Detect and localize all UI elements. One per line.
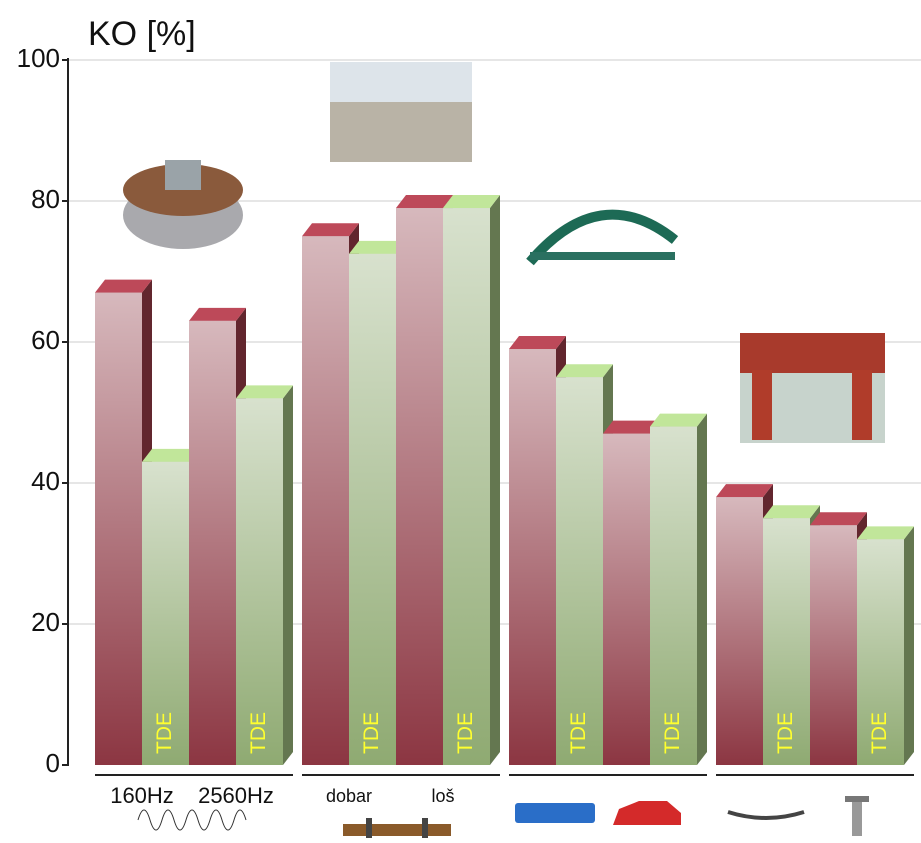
y-tick-label: 80 [31, 184, 60, 214]
tram-icon [515, 803, 595, 823]
bar-side [283, 385, 293, 765]
x-tick-label: 2560Hz [198, 783, 274, 808]
bar-top [95, 279, 152, 293]
bar-side [904, 526, 914, 765]
pillar-photo [740, 333, 885, 373]
x-tick-label: loš [431, 786, 454, 806]
bar-shine [236, 398, 283, 765]
bar-shine [810, 525, 857, 765]
sleeper-icon [422, 818, 428, 838]
bar-series-label: TDE [454, 712, 477, 754]
bridge-photo [530, 252, 675, 260]
bar-shine [302, 236, 349, 765]
bar-side [490, 195, 500, 766]
bridge-photo [526, 209, 679, 266]
sleeper-icon [366, 818, 372, 838]
bar-shine [763, 518, 810, 765]
bar-series-label: TDE [661, 712, 684, 754]
y-tick-label: 60 [31, 325, 60, 355]
sleeper-icon [343, 824, 451, 836]
x-tick-label: 160Hz [110, 783, 174, 808]
bar-series-label: TDE [868, 712, 891, 754]
bar-top [857, 526, 914, 540]
bar-top [236, 385, 293, 399]
bar-series-label: TDE [247, 712, 270, 754]
bar-top [509, 336, 566, 350]
bar-shine [716, 497, 763, 765]
bar-series-label: TDE [567, 712, 590, 754]
y-tick-label: 40 [31, 466, 60, 496]
bar-top [189, 307, 246, 321]
y-tick-label: 0 [46, 748, 60, 778]
bar-top [556, 364, 613, 378]
bar-shine [857, 539, 904, 765]
bar-shine [650, 426, 697, 765]
pillar-photo [852, 370, 872, 440]
decorations [123, 62, 885, 838]
column-icon [845, 796, 869, 802]
bar-series-label: TDE [360, 712, 383, 754]
bar-top [763, 505, 820, 519]
beam-icon [727, 810, 805, 820]
bar-series-label: TDE [153, 712, 176, 754]
bar-top [603, 420, 660, 434]
bar-shine [509, 349, 556, 765]
bar-shine [95, 292, 142, 765]
bar-top [396, 195, 453, 209]
x-tick-label: dobar [326, 786, 372, 806]
bar-top [443, 195, 500, 209]
bar-top [650, 413, 707, 427]
car-icon [613, 801, 681, 825]
bar-shine [189, 320, 236, 765]
chart-title: KO [%] [88, 15, 196, 53]
bar-shine [556, 377, 603, 765]
bar-shine [396, 208, 443, 766]
bar-series-label: TDE [774, 712, 797, 754]
bar-shine [142, 461, 189, 765]
y-tick-label: 20 [31, 607, 60, 637]
bar-top [302, 223, 359, 237]
y-tick-label: 100 [17, 43, 60, 73]
pillar-photo [752, 370, 772, 440]
bar-top [349, 240, 406, 254]
rail-photo [330, 62, 472, 102]
bar-shine [603, 433, 650, 765]
bar-top [716, 484, 773, 498]
bar-side [697, 413, 707, 765]
wave-icon [137, 809, 247, 831]
device-photo [165, 160, 201, 190]
bar-shine [349, 253, 396, 765]
column-icon [852, 802, 862, 836]
bar-top [142, 448, 199, 462]
bar-shine [443, 208, 490, 766]
bar-top [810, 512, 867, 526]
